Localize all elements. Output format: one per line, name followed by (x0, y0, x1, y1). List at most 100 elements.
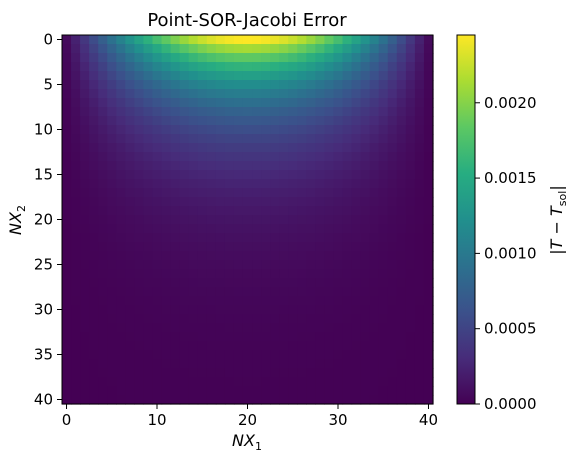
heatmap-cell (170, 215, 181, 225)
heatmap-cell (351, 350, 362, 360)
heatmap-cell (288, 89, 298, 99)
heatmap-cell (206, 206, 217, 216)
heatmap-cell (387, 89, 398, 99)
heatmap-cell (233, 62, 244, 72)
heatmap-cell (252, 242, 262, 252)
heatmap-cell (161, 242, 172, 252)
heatmap-cell (360, 233, 371, 243)
heatmap-cell (261, 332, 271, 342)
heatmap-cell (414, 80, 425, 90)
heatmap-cell (315, 71, 326, 81)
heatmap-cell (125, 152, 135, 162)
heatmap-cell (288, 179, 298, 189)
heatmap-cell (378, 143, 389, 153)
heatmap-cell (98, 197, 108, 207)
heatmap-cell (215, 359, 226, 369)
heatmap-cell (315, 296, 326, 306)
heatmap-cell (62, 224, 72, 234)
heatmap-cell (261, 287, 271, 297)
heatmap-cell (161, 350, 172, 360)
heatmap-cell (179, 71, 190, 81)
heatmap-cell (233, 305, 244, 315)
heatmap-cell (396, 368, 407, 378)
heatmap-cell (161, 260, 172, 270)
heatmap-cell (378, 98, 389, 108)
heatmap-cell (224, 143, 235, 153)
heatmap-cell (297, 386, 307, 396)
heatmap-cell (107, 161, 117, 171)
heatmap-cell (152, 143, 163, 153)
heatmap-cell (414, 170, 425, 180)
heatmap-cell (396, 305, 407, 315)
x-axis-label-sub: 1 (255, 440, 262, 453)
heatmap-cell (161, 62, 172, 72)
heatmap-cell (405, 296, 416, 306)
heatmap-cell (315, 251, 326, 261)
heatmap-cell (143, 89, 154, 99)
heatmap-cell (414, 161, 425, 171)
heatmap-cell (270, 350, 280, 360)
heatmap-cell (315, 341, 326, 351)
heatmap-cell (233, 287, 244, 297)
heatmap-cell (71, 53, 81, 63)
heatmap-cell (242, 71, 253, 81)
heatmap-cell (279, 233, 289, 243)
heatmap-cell (378, 287, 389, 297)
heatmap-cell (179, 53, 190, 63)
heatmap-cell (143, 44, 154, 54)
heatmap-cell (324, 134, 335, 144)
heatmap-cell (134, 359, 145, 369)
heatmap-cell (378, 332, 389, 342)
heatmap-cell (134, 296, 145, 306)
heatmap-cell (297, 53, 307, 63)
heatmap-cell (71, 359, 81, 369)
heatmap-cell (279, 278, 289, 288)
heatmap-cell (387, 215, 398, 225)
heatmap-cell (206, 305, 217, 315)
heatmap-cell (378, 188, 389, 198)
heatmap-cell (360, 287, 371, 297)
heatmap-cell (152, 89, 163, 99)
heatmap-cell (188, 71, 199, 81)
heatmap-cell (360, 170, 371, 180)
heatmap-cell (89, 323, 99, 333)
heatmap-cell (297, 260, 307, 270)
heatmap-cell (288, 305, 298, 315)
heatmap-cell (71, 386, 81, 396)
heatmap-cell (333, 116, 344, 126)
heatmap-cell (315, 314, 326, 324)
heatmap-cell (414, 62, 425, 72)
heatmap-cell (125, 125, 135, 135)
heatmap-cell (423, 206, 434, 216)
heatmap-cell (116, 53, 126, 63)
heatmap-cell (351, 287, 362, 297)
heatmap-cell (351, 107, 362, 117)
heatmap-cell (170, 377, 181, 387)
heatmap-cell (324, 341, 335, 351)
y-tick-label: 20 (34, 211, 53, 229)
colorbar-label-end: | (547, 185, 566, 190)
heatmap-cell (270, 224, 280, 234)
heatmap-cell (197, 296, 208, 306)
heatmap-cell (161, 206, 172, 216)
x-axis-label: NX1 (232, 431, 262, 453)
heatmap-cell (179, 251, 190, 261)
heatmap-cell (324, 332, 335, 342)
heatmap-cell (396, 278, 407, 288)
heatmap-cell (387, 80, 398, 90)
heatmap-cell (242, 251, 253, 261)
heatmap-cell (261, 242, 271, 252)
heatmap-cell (315, 350, 326, 360)
heatmap-cell (342, 395, 353, 405)
heatmap-cell (414, 35, 425, 45)
heatmap-cell (387, 269, 398, 279)
heatmap-cell (252, 278, 262, 288)
heatmap-cell (405, 170, 416, 180)
heatmap-cell (333, 269, 344, 279)
heatmap-cell (306, 251, 316, 261)
heatmap-cell (107, 107, 117, 117)
heatmap-cell (252, 170, 262, 180)
heatmap-cell (152, 125, 163, 135)
heatmap-cell (197, 224, 208, 234)
heatmap-cell (342, 314, 353, 324)
